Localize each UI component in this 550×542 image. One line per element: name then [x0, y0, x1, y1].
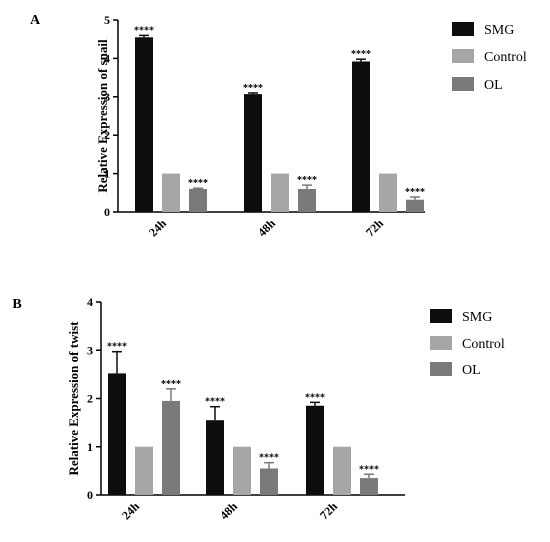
significance-label: ****	[205, 397, 225, 408]
legend-label-smg: SMG	[462, 310, 492, 325]
x-tick-label: 72h	[363, 216, 386, 239]
bar-control	[271, 173, 289, 212]
significance-label: ****	[188, 178, 208, 189]
x-tick-label: 48h	[255, 216, 278, 239]
significance-label: ****	[297, 175, 317, 186]
x-tick-label: 48h	[217, 499, 240, 522]
bar-ol	[260, 468, 278, 495]
y-tick-label: 0	[104, 205, 110, 219]
legend-label-ol: OL	[484, 78, 503, 93]
panel-label: A	[30, 13, 41, 28]
legend-swatch-ol	[430, 362, 452, 376]
significance-label: ****	[359, 464, 379, 475]
y-tick-label: 3	[104, 90, 110, 104]
x-tick-label: 24h	[119, 499, 142, 522]
legend-swatch-control	[430, 336, 452, 350]
legend-label-control: Control	[484, 50, 527, 65]
significance-label: ****	[305, 392, 325, 403]
bar-smg	[352, 61, 370, 212]
y-axis-label: Relative Expression of snail	[95, 39, 110, 193]
bar-smg	[306, 405, 324, 495]
significance-label: ****	[161, 379, 181, 390]
chart-twist: B 0 1 2 3 4 Relative Expression of twist **** **…	[12, 295, 505, 522]
bar-smg	[244, 94, 262, 212]
y-tick-label: 4	[104, 51, 110, 65]
chart-snail: A 0 1 2 3 4 5 Relative Expression of snail **** *…	[30, 13, 527, 239]
legend-swatch-control	[452, 49, 474, 63]
significance-label: ****	[259, 453, 279, 464]
legend-label-smg: SMG	[484, 23, 514, 38]
bar-ol	[406, 199, 424, 212]
bar-control	[162, 173, 180, 212]
bar-ol	[189, 188, 207, 212]
bar-control	[333, 446, 351, 495]
y-tick-label: 0	[87, 488, 93, 502]
y-tick-label: 4	[87, 295, 93, 309]
significance-label: ****	[243, 83, 263, 94]
legend-swatch-smg	[430, 309, 452, 323]
significance-label: ****	[405, 187, 425, 198]
legend-label-control: Control	[462, 337, 505, 352]
x-tick-label: 24h	[146, 216, 169, 239]
bar-smg	[206, 420, 224, 495]
significance-label: ****	[107, 342, 127, 353]
legend-swatch-ol	[452, 77, 474, 91]
significance-label: ****	[351, 49, 371, 60]
bar-ol	[298, 188, 316, 212]
bar-control	[135, 446, 153, 495]
bar-control	[233, 446, 251, 495]
legend-label-ol: OL	[462, 363, 481, 378]
y-tick-label: 1	[87, 440, 93, 454]
y-tick-label: 1	[104, 167, 110, 181]
x-tick-label: 72h	[317, 499, 340, 522]
y-tick-label: 3	[87, 343, 93, 357]
y-axis-label: Relative Expression of twist	[66, 321, 81, 476]
y-tick-label: 2	[87, 392, 93, 406]
bar-smg	[108, 373, 126, 495]
bar-control	[379, 173, 397, 212]
y-tick-label: 5	[104, 13, 110, 27]
bar-ol	[360, 478, 378, 495]
legend-swatch-smg	[452, 22, 474, 36]
bar-smg	[135, 37, 153, 212]
y-tick-label: 2	[104, 128, 110, 142]
panel-label: B	[12, 297, 21, 312]
bar-ol	[162, 400, 180, 495]
significance-label: ****	[134, 25, 154, 36]
